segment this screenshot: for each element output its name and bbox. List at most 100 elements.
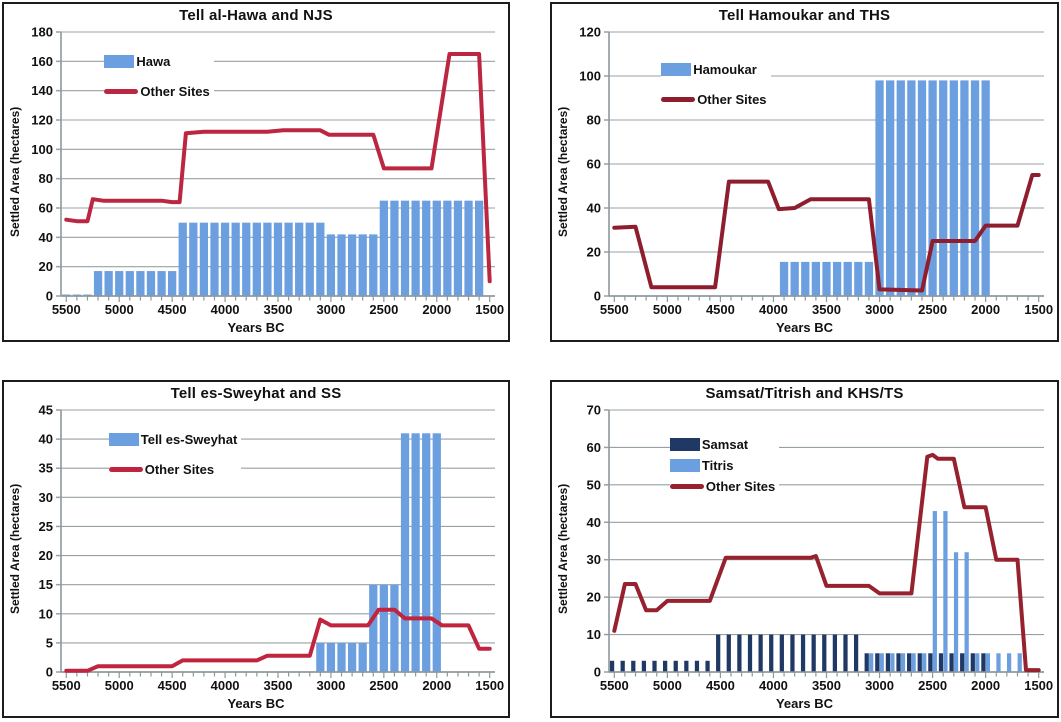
- legend-line-swatch: [669, 484, 704, 490]
- svg-text:20: 20: [39, 548, 53, 563]
- svg-text:10: 10: [587, 627, 601, 642]
- legend: Tell es-Sweyhat Other Sites: [108, 430, 242, 491]
- svg-text:4000: 4000: [211, 302, 240, 317]
- x-axis-label: Years BC: [227, 320, 285, 335]
- legend-item: Samsat: [669, 436, 780, 454]
- svg-text:0: 0: [594, 665, 601, 680]
- legend-bar-swatch: [661, 63, 692, 77]
- legend-label: Other Sites: [697, 92, 767, 108]
- y-axis-label: Settled Area (hectares): [556, 483, 570, 615]
- svg-text:4500: 4500: [158, 302, 187, 317]
- svg-text:4500: 4500: [158, 678, 187, 693]
- svg-text:5500: 5500: [52, 302, 81, 317]
- y-axis-label: Settled Area (hectares): [8, 106, 22, 238]
- svg-text:3500: 3500: [264, 678, 293, 693]
- svg-text:50: 50: [587, 477, 601, 492]
- svg-text:40: 40: [587, 201, 601, 216]
- legend-label: Samsat: [701, 437, 749, 453]
- plot-area: 0 5 10 15 20 25 30 35 40 45 5500 5000 4500 4000 3500 30…: [26, 402, 508, 696]
- chart-panel-tell-al-hawa: Tell al-Hawa and NJS Settled Area (hecta…: [2, 2, 510, 342]
- svg-text:4500: 4500: [706, 678, 735, 693]
- svg-text:0: 0: [46, 289, 53, 304]
- legend-label: Titris: [701, 458, 734, 474]
- svg-text:20: 20: [39, 259, 53, 274]
- svg-text:5500: 5500: [52, 678, 81, 693]
- svg-text:4000: 4000: [211, 678, 240, 693]
- y-axis-label: Settled Area (hectares): [8, 483, 22, 615]
- svg-text:3500: 3500: [264, 302, 293, 317]
- legend-label: Other Sites: [705, 479, 776, 495]
- svg-text:60: 60: [39, 201, 53, 216]
- svg-text:5000: 5000: [105, 678, 134, 693]
- svg-text:1500: 1500: [475, 678, 504, 693]
- chart-canvas: 0 5 10 15 20 25 30 35 40 45 5500 5000 4500 4000 3500 30…: [39, 403, 505, 694]
- svg-text:140: 140: [31, 83, 53, 98]
- svg-text:5000: 5000: [653, 302, 682, 317]
- svg-text:0: 0: [46, 665, 53, 680]
- chart-row: Settled Area (hectares) 0 20 40 60 80 100 120 1…: [4, 24, 508, 320]
- svg-text:2500: 2500: [918, 678, 947, 693]
- y-axis-label: Settled Area (hectares): [556, 106, 570, 238]
- chart-row: Settled Area (hectares) 0 20 40 60 80 100 120 5…: [552, 24, 1057, 320]
- svg-text:5: 5: [46, 635, 53, 650]
- legend-item: Hawa: [104, 53, 214, 71]
- legend-bar-swatch: [669, 438, 700, 452]
- legend-item: Tell es-Sweyhat: [108, 430, 242, 448]
- svg-text:4500: 4500: [706, 302, 735, 317]
- svg-text:3000: 3000: [316, 302, 345, 317]
- svg-text:1500: 1500: [475, 302, 504, 317]
- svg-text:120: 120: [31, 113, 53, 128]
- svg-text:80: 80: [587, 113, 601, 128]
- legend-item: Hamoukar: [661, 61, 771, 79]
- chart-row: Settled Area (hectares) 0 10 20 30 40 50 60 70 5…: [552, 402, 1057, 696]
- chart-canvas: 0 10 20 30 40 50 60 70 5500 5000 4500 4000 3500 3000 2…: [587, 403, 1054, 694]
- svg-text:2500: 2500: [369, 302, 398, 317]
- svg-text:40: 40: [39, 230, 53, 245]
- chart-title: Tell es-Sweyhat and SS: [170, 385, 342, 402]
- svg-text:60: 60: [587, 157, 601, 172]
- legend-bar-swatch: [669, 459, 700, 473]
- svg-text:3000: 3000: [316, 678, 345, 693]
- svg-text:60: 60: [587, 440, 601, 455]
- svg-text:30: 30: [39, 490, 53, 505]
- svg-text:70: 70: [587, 403, 601, 418]
- svg-text:1500: 1500: [1024, 678, 1053, 693]
- svg-text:45: 45: [39, 403, 53, 418]
- chart-panel-tell-hamoukar: Tell Hamoukar and THS Settled Area (hect…: [550, 2, 1059, 342]
- legend-bar-swatch: [104, 55, 135, 69]
- svg-text:15: 15: [39, 577, 53, 592]
- svg-text:2000: 2000: [971, 678, 1000, 693]
- svg-text:3000: 3000: [865, 302, 894, 317]
- legend-item: Other Sites: [669, 478, 780, 496]
- legend: Hamoukar Other Sites: [661, 61, 771, 121]
- chart-canvas: 0 20 40 60 80 100 120 140 160 180 5500 5000 4500 4000…: [31, 25, 504, 318]
- x-axis-label: Years BC: [775, 320, 834, 335]
- svg-text:1500: 1500: [1024, 302, 1053, 317]
- svg-text:30: 30: [587, 552, 601, 567]
- chart-panel-tell-es-sweyhat: Tell es-Sweyhat and SS Settled Area (hec…: [2, 380, 510, 718]
- x-axis-label: Years BC: [775, 696, 834, 711]
- svg-text:3500: 3500: [812, 678, 841, 693]
- chart-panel-samsat-titris: Samsat/Titrish and KHS/TS Settled Area (…: [550, 380, 1059, 718]
- svg-text:5000: 5000: [105, 302, 134, 317]
- plot-area: 0 20 40 60 80 100 120 140 160 180 5500 5000 4500 4000…: [26, 24, 508, 320]
- chart-title: Samsat/Titrish and KHS/TS: [705, 385, 904, 402]
- legend-line-swatch: [661, 97, 696, 103]
- svg-text:100: 100: [579, 69, 601, 84]
- svg-text:80: 80: [39, 171, 53, 186]
- legend-item: Other Sites: [104, 83, 214, 101]
- legend: Samsat Titris Other Sites: [669, 436, 780, 499]
- legend-label: Tell es-Sweyhat: [140, 431, 238, 447]
- svg-text:40: 40: [587, 515, 601, 530]
- svg-text:100: 100: [31, 142, 53, 157]
- legend-label: Other Sites: [144, 461, 215, 477]
- svg-text:2000: 2000: [971, 302, 1000, 317]
- svg-text:3500: 3500: [812, 302, 841, 317]
- svg-text:20: 20: [587, 245, 601, 260]
- svg-text:180: 180: [31, 25, 53, 40]
- legend: Hawa Other Sites: [104, 53, 214, 113]
- plot-area: 0 20 40 60 80 100 120 5500 5000 4500 4000 3500 3000 2…: [574, 24, 1057, 320]
- svg-text:160: 160: [31, 54, 53, 69]
- chart-title: Tell al-Hawa and NJS: [179, 7, 333, 24]
